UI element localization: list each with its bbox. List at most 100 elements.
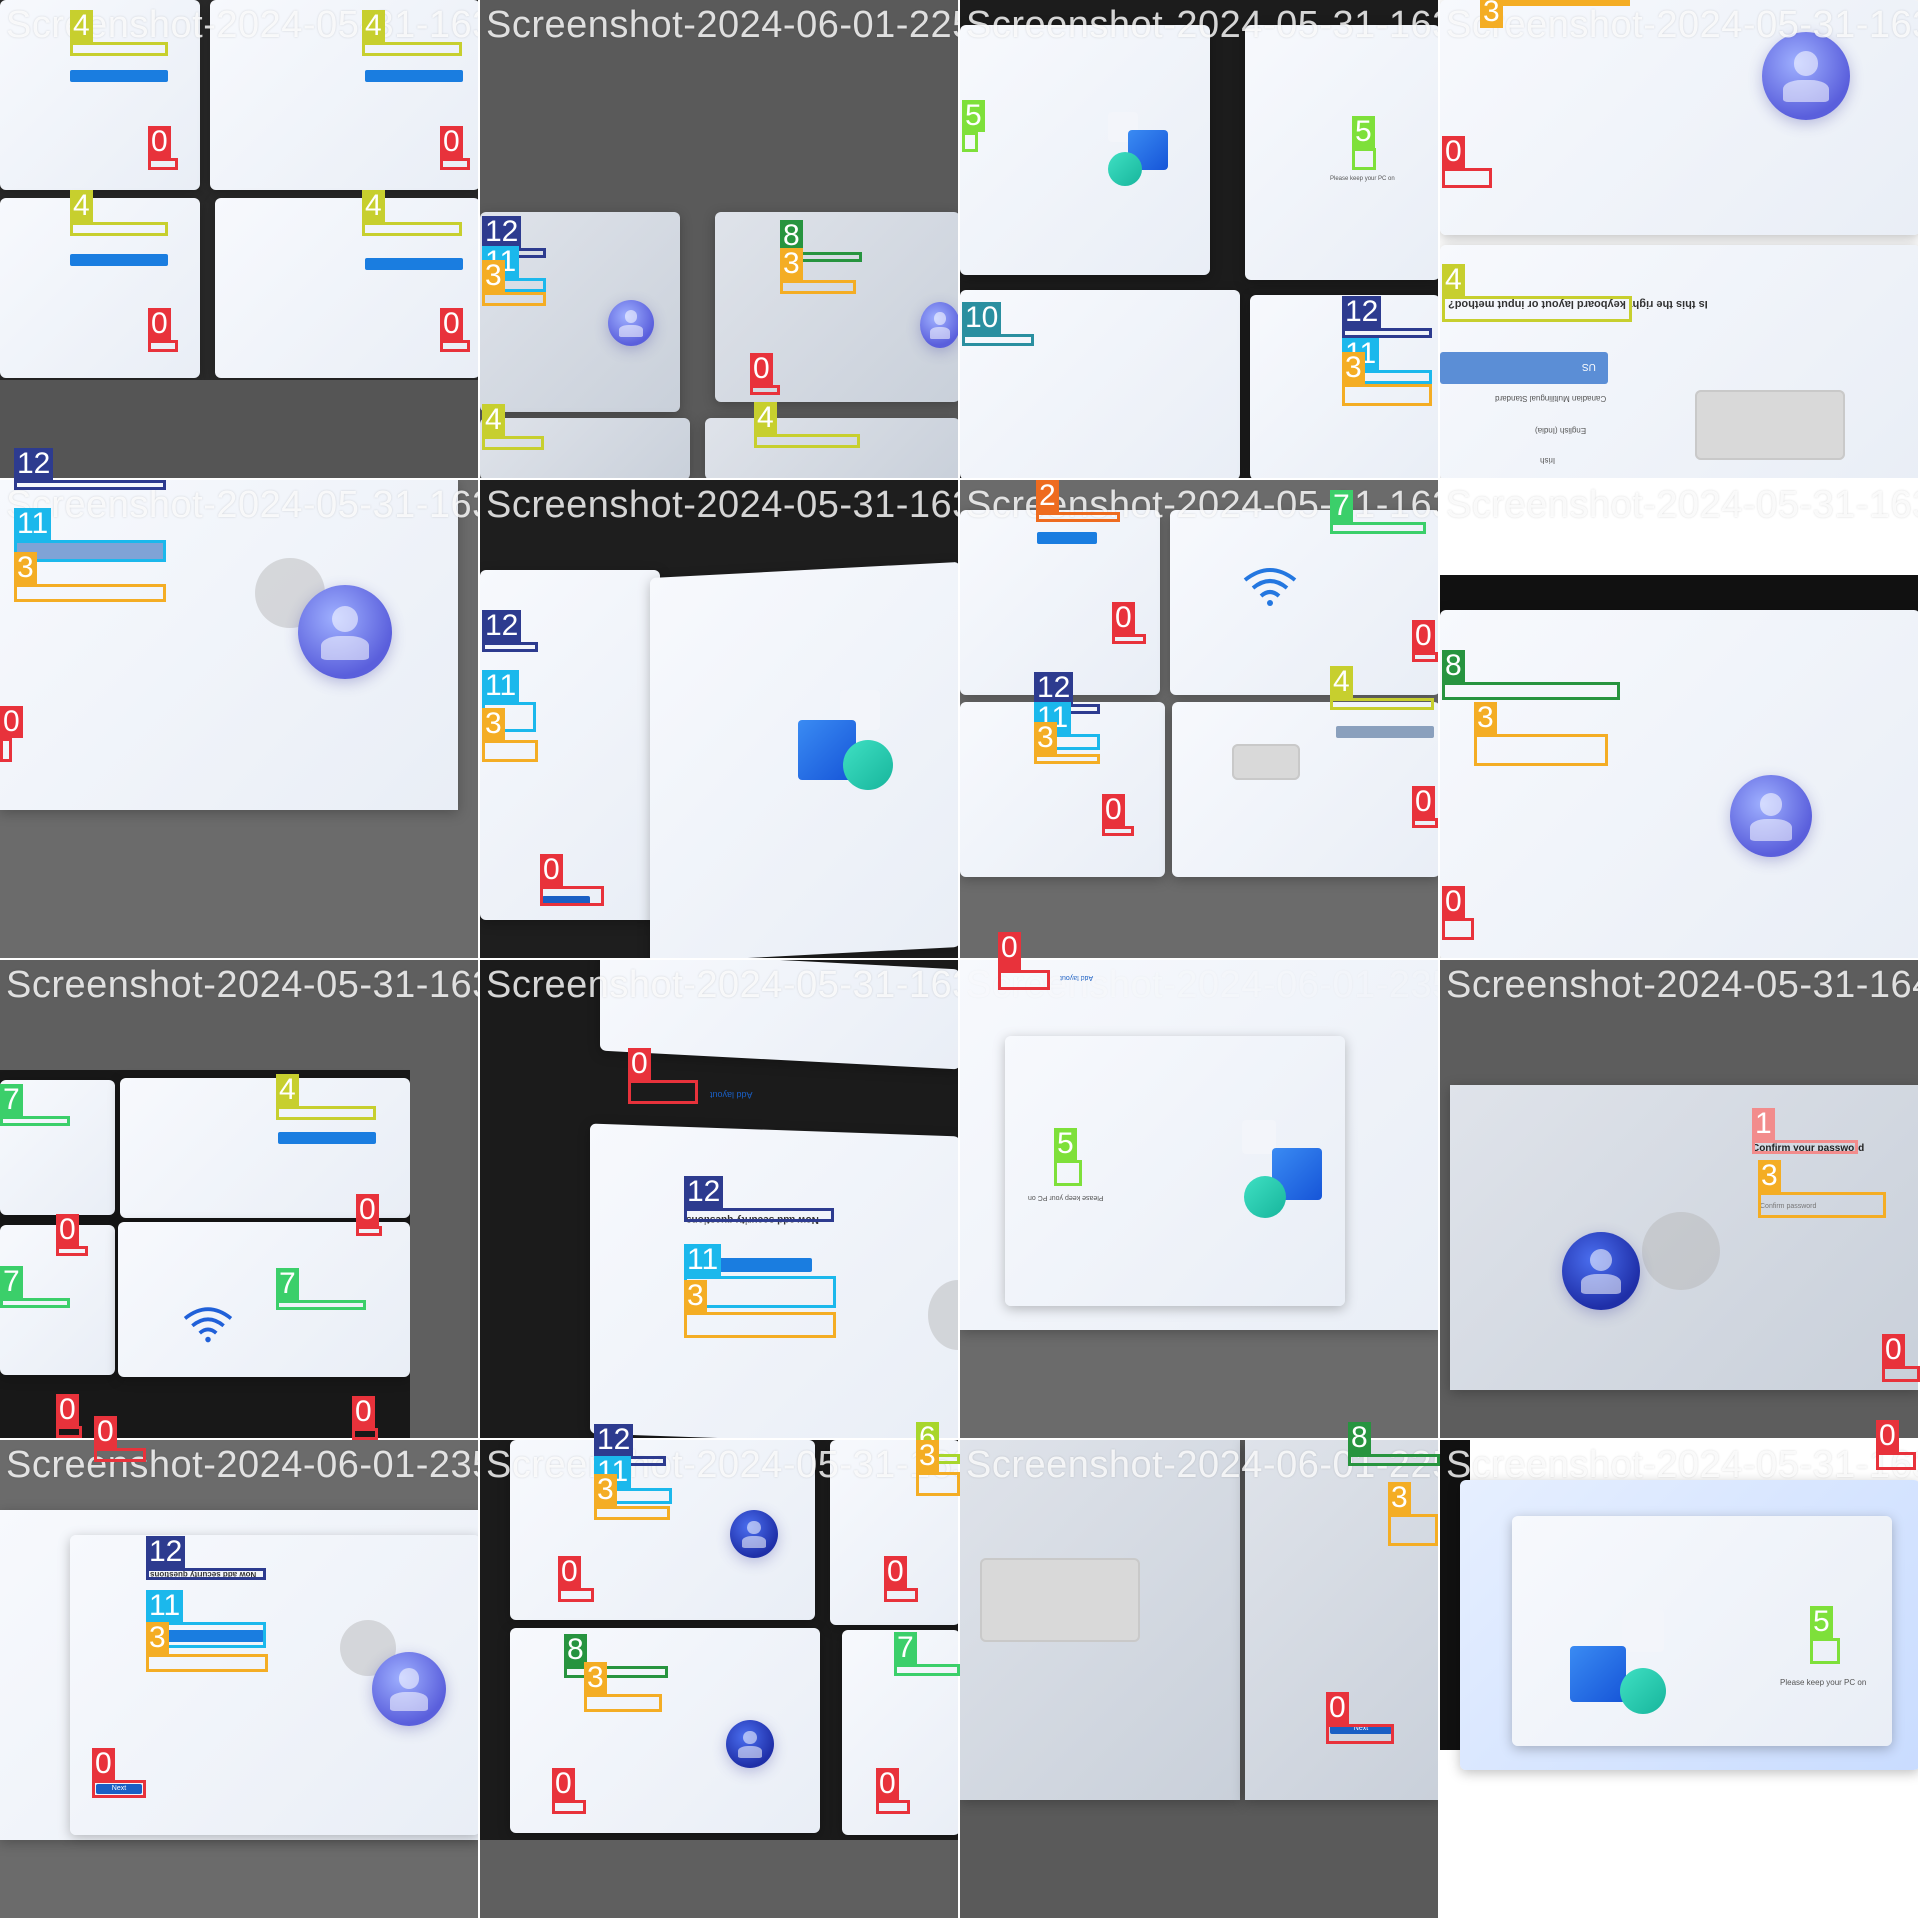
- annotation-box: 0: [94, 1416, 146, 1462]
- user-avatar-icon: [1762, 32, 1850, 120]
- annotation-box: 4: [482, 404, 544, 450]
- annotation-box: 1: [1752, 1108, 1858, 1154]
- tile-title: Screenshot-2024-05-31-163: [1446, 1444, 1920, 1486]
- windows-logo-icon: [1242, 1120, 1332, 1220]
- annotation-box: 4: [362, 10, 462, 56]
- annotation-label: 0: [1412, 620, 1435, 652]
- annotation-box: 0: [1326, 1692, 1394, 1744]
- annotation-label: 0: [440, 126, 463, 158]
- setup-window: [118, 1222, 410, 1377]
- annotation-label: 3: [684, 1280, 707, 1312]
- annotation-label: 12: [482, 610, 522, 642]
- tile-10: Please keep your PC on Add layout Screen…: [960, 960, 1440, 1440]
- setup-window: [215, 198, 478, 378]
- layout-option[interactable]: Canadian Multilingual Standard: [1495, 394, 1607, 403]
- annotation-box: 5: [962, 100, 985, 152]
- annotation-box: 3: [482, 708, 538, 762]
- annotation-box: 3: [1474, 702, 1608, 766]
- layout-option[interactable]: English (India): [1535, 426, 1587, 435]
- annotation-box: 5: [1352, 116, 1376, 170]
- wifi-icon: [183, 1307, 233, 1343]
- annotation-box: 7: [894, 1632, 960, 1676]
- layout-option[interactable]: Irish: [1540, 456, 1556, 465]
- annotation-label: 0: [1442, 136, 1465, 168]
- annotation-label: 0: [876, 1768, 899, 1800]
- annotation-box: 3: [1342, 352, 1432, 406]
- layout-option-selected[interactable]: US: [1440, 352, 1608, 384]
- annotation-label: 3: [584, 1662, 607, 1694]
- annotation-box: 0: [352, 1396, 378, 1440]
- setup-window: [1170, 510, 1438, 695]
- annotation-box: 7: [0, 1084, 70, 1126]
- annotation-box: 0: [1412, 786, 1438, 828]
- annotation-label: 7: [276, 1268, 299, 1300]
- annotation-box: 0: [750, 353, 780, 395]
- annotation-box: 3: [1034, 722, 1100, 764]
- tile-title: Screenshot-2024-06-01-235: [6, 1444, 480, 1486]
- confirm-password-field[interactable]: Confirm password: [1760, 1203, 1817, 1210]
- setup-window: [1245, 1440, 1438, 1800]
- windows-logo-icon: [798, 690, 898, 800]
- annotation-label: 0: [1412, 786, 1435, 818]
- annotation-label: 0: [750, 353, 773, 385]
- annotation-box: 0: [56, 1394, 82, 1438]
- annotation-label: 3: [780, 248, 803, 280]
- setup-window: [960, 290, 1240, 478]
- annotation-label: 3: [1474, 702, 1497, 734]
- status-text: Please keep your PC on: [1330, 176, 1395, 182]
- annotation-label: 12: [684, 1176, 724, 1208]
- tile-title: Screenshot-2024-05-31-164: [1446, 964, 1920, 1006]
- annotation-box: 5: [1810, 1606, 1840, 1664]
- tile-title: Screenshot-2024-05-31-163: [6, 484, 480, 526]
- annotation-label: 5: [1352, 116, 1375, 148]
- security-question-dropdown[interactable]: [16, 542, 164, 560]
- add-layout-link[interactable]: Add layout: [710, 1090, 753, 1100]
- next-button[interactable]: [542, 896, 590, 906]
- annotation-label: 0: [356, 1194, 379, 1226]
- annotation-label: 11: [146, 1590, 184, 1622]
- user-avatar-icon: [1730, 775, 1812, 857]
- user-avatar-icon: [726, 1720, 774, 1768]
- annotation-label: 3: [14, 552, 37, 584]
- annotation-label: 0: [56, 1394, 79, 1426]
- tile-2: Please keep your PC on Screenshot-2024-0…: [960, 0, 1440, 480]
- annotation-box: 8: [564, 1634, 668, 1678]
- annotation-box: 3: [146, 1622, 268, 1672]
- annotation-label: 3: [482, 708, 505, 740]
- annotation-label: 0: [1876, 1420, 1899, 1452]
- annotation-label: 0: [440, 308, 463, 340]
- tile-14: Next Screenshot-2024-06-01-225: [960, 1440, 1440, 1920]
- annotation-box: 3: [780, 248, 856, 294]
- annotation-box: 0: [440, 126, 470, 170]
- keyboard-icon: [1232, 744, 1300, 780]
- security-question-dropdown[interactable]: [150, 1630, 264, 1642]
- annotation-label: 8: [1442, 650, 1465, 682]
- tile-6: Screenshot-2024-05-31-163: [960, 480, 1440, 960]
- backdrop: [0, 960, 478, 1070]
- next-button[interactable]: Next: [96, 1784, 142, 1794]
- annotation-box: 0: [0, 706, 23, 762]
- annotation-box: 0: [540, 854, 604, 906]
- keyboard-option-highlight: [278, 1132, 376, 1144]
- annotation-box: 0: [148, 126, 178, 170]
- tile-13: Screenshot-2024-05-31-163: [480, 1440, 960, 1920]
- annotation-box: 7: [0, 1266, 70, 1308]
- next-button[interactable]: Next: [1330, 1724, 1392, 1734]
- setup-window: [1440, 610, 1918, 958]
- annotation-box: 4: [1442, 264, 1632, 322]
- annotation-box: 3: [14, 552, 166, 602]
- annotation-box: 0: [1876, 1420, 1916, 1470]
- keyboard-option-highlight: [70, 254, 168, 266]
- user-avatar-icon: [730, 1510, 778, 1558]
- annotation-box: 4: [1330, 666, 1434, 710]
- user-avatar-icon: [920, 302, 958, 348]
- wifi-icon: [1243, 568, 1297, 606]
- annotation-box: 0: [92, 1748, 146, 1798]
- annotation-box: 3: [594, 1474, 670, 1520]
- annotation-box: 0: [56, 1214, 88, 1256]
- annotation-label: 12: [482, 216, 522, 248]
- annotation-label: 0: [92, 1748, 115, 1780]
- annotation-box: 0: [440, 308, 470, 352]
- annotation-box: 0: [1102, 794, 1134, 836]
- annotation-label: 4: [362, 10, 385, 42]
